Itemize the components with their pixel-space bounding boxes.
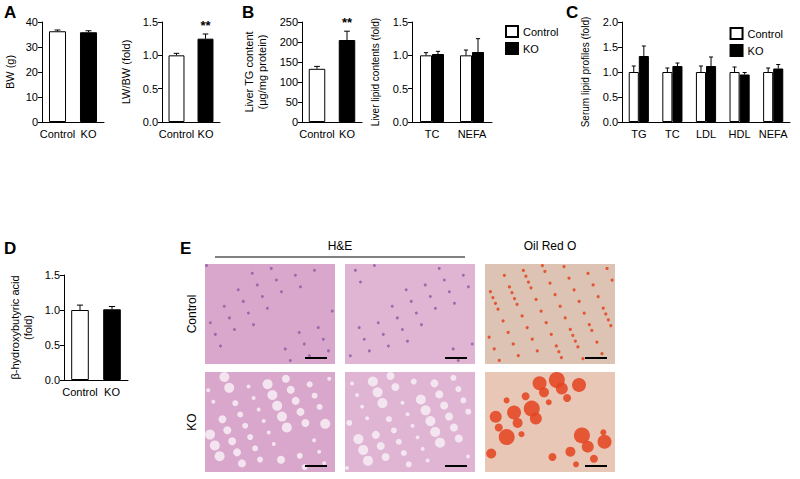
svg-text:A: A: [4, 3, 16, 22]
svg-text:Control: Control: [159, 128, 194, 140]
svg-text:NEFA: NEFA: [458, 128, 487, 140]
svg-text:Control: Control: [523, 26, 558, 38]
svg-text:Liver TG content: Liver TG content: [243, 31, 255, 112]
svg-text:H&E: H&E: [328, 239, 353, 253]
svg-text:**: **: [342, 15, 353, 30]
svg-text:KO: KO: [81, 128, 97, 140]
svg-text:C: C: [566, 3, 578, 22]
svg-text:40: 40: [26, 16, 38, 28]
svg-text:β-hydroxybutyric acid: β-hydroxybutyric acid: [9, 275, 21, 379]
svg-text:250: 250: [280, 16, 298, 28]
svg-text:200: 200: [280, 36, 298, 48]
svg-text:Control: Control: [185, 295, 199, 334]
svg-text:KO: KO: [339, 128, 355, 140]
svg-text:KO: KO: [198, 128, 214, 140]
svg-text:Liver lipid contents (fold): Liver lipid contents (fold): [370, 18, 381, 126]
svg-text:(fold): (fold): [22, 315, 34, 340]
svg-text:TC: TC: [665, 128, 680, 140]
svg-text:D: D: [4, 239, 16, 258]
svg-text:E: E: [180, 239, 191, 258]
svg-text:0.0: 0.0: [45, 374, 60, 386]
svg-text:TC: TC: [425, 128, 440, 140]
svg-text:150: 150: [280, 56, 298, 68]
svg-text:10: 10: [26, 91, 38, 103]
svg-text:Control: Control: [299, 128, 334, 140]
svg-text:2.0: 2.0: [603, 16, 618, 28]
svg-text:0.0: 0.0: [143, 116, 158, 128]
svg-text:1.0: 1.0: [45, 304, 60, 316]
svg-text:30: 30: [26, 41, 38, 53]
svg-text:1.5: 1.5: [143, 16, 158, 28]
svg-text:HDL: HDL: [729, 128, 751, 140]
svg-text:KO: KO: [185, 413, 199, 430]
svg-text:0.5: 0.5: [45, 339, 60, 351]
svg-text:LDL: LDL: [696, 128, 716, 140]
svg-text:100: 100: [280, 76, 298, 88]
svg-text:Oil Red O: Oil Red O: [524, 239, 577, 253]
svg-text:0.5: 0.5: [603, 91, 618, 103]
svg-text:0.5: 0.5: [393, 83, 408, 95]
svg-text:KO: KO: [104, 386, 120, 398]
svg-text:Control: Control: [62, 386, 97, 398]
svg-text:0: 0: [32, 116, 38, 128]
svg-text:1.5: 1.5: [393, 16, 408, 28]
svg-text:1.5: 1.5: [45, 269, 60, 281]
svg-text:TG: TG: [631, 128, 646, 140]
svg-text:KO: KO: [748, 45, 764, 57]
svg-text:0.0: 0.0: [393, 116, 408, 128]
svg-text:LW/BW (fold): LW/BW (fold): [120, 40, 132, 105]
svg-text:1.0: 1.0: [603, 66, 618, 78]
svg-text:1.0: 1.0: [393, 49, 408, 61]
svg-text:Serum lipid profiles (fold): Serum lipid profiles (fold): [580, 17, 591, 128]
svg-text:50: 50: [286, 96, 298, 108]
svg-text:(μg/mg protein): (μg/mg protein): [256, 35, 268, 110]
svg-text:B: B: [242, 3, 254, 22]
svg-text:0.0: 0.0: [603, 116, 618, 128]
svg-text:Control: Control: [40, 128, 75, 140]
svg-text:**: **: [200, 18, 211, 33]
svg-text:KO: KO: [523, 43, 539, 55]
svg-text:20: 20: [26, 66, 38, 78]
svg-text:BW (g): BW (g): [4, 55, 16, 89]
svg-text:1.5: 1.5: [603, 41, 618, 53]
svg-text:1.0: 1.0: [143, 49, 158, 61]
svg-text:0: 0: [292, 116, 298, 128]
svg-text:NEFA: NEFA: [759, 128, 788, 140]
svg-text:0.5: 0.5: [143, 83, 158, 95]
svg-text:Control: Control: [748, 28, 783, 40]
